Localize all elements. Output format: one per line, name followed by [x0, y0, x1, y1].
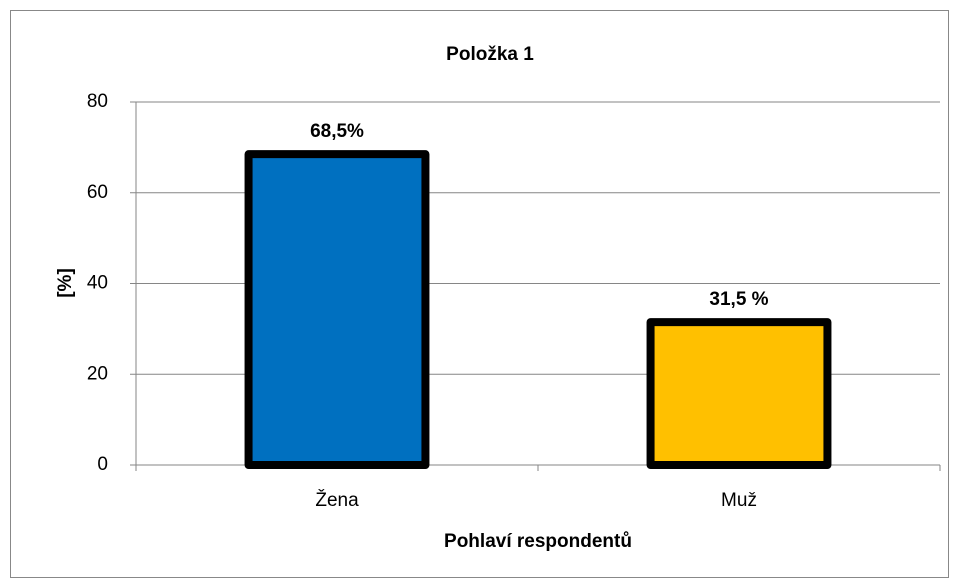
- y-tick-label: 40: [87, 273, 108, 294]
- x-axis-label: Pohlaví respondentů: [444, 531, 632, 552]
- bar: [244, 150, 430, 469]
- x-tick-label: Žena: [315, 489, 359, 511]
- y-tick-label: 80: [87, 91, 108, 112]
- x-tick-label: Muž: [721, 490, 757, 511]
- y-axis-label: [%]: [55, 268, 76, 298]
- chart-title: Položka 1: [446, 44, 534, 65]
- data-label: 31,5 %: [709, 289, 768, 310]
- chart-border: [10, 10, 949, 578]
- bar: [646, 318, 832, 469]
- y-tick-label: 20: [87, 363, 108, 384]
- data-label: 68,5%: [310, 121, 364, 142]
- y-tick-label: 60: [87, 182, 108, 203]
- y-tick-label: 0: [97, 454, 108, 475]
